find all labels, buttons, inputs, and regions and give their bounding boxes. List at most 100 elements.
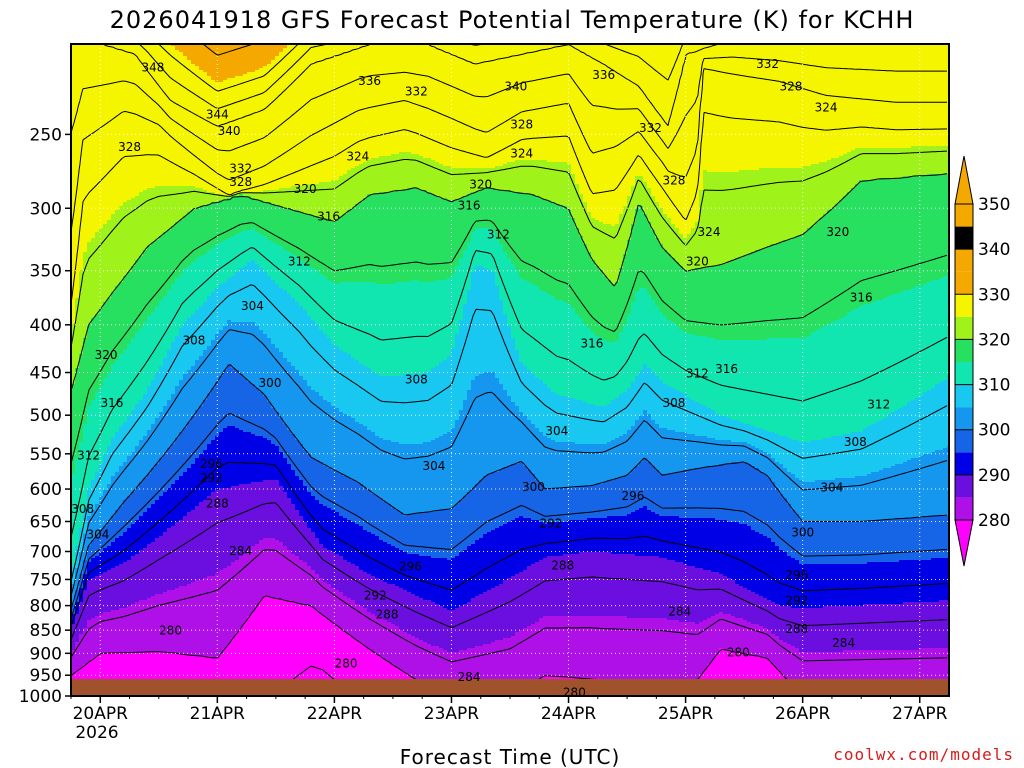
contour-label-2: 340 [218, 124, 241, 138]
colorbar-label-300: 300 [978, 421, 1010, 441]
colorbar-label-310: 310 [978, 376, 1010, 396]
contour-label-65: 280 [727, 645, 750, 659]
potential-temperature-field [71, 44, 949, 696]
contour-label-60: 284 [668, 605, 691, 619]
x-tick-label-2: 22APR [307, 704, 363, 724]
contour-label-13: 324 [346, 149, 369, 163]
colorbar-label-330: 330 [978, 285, 1010, 305]
y-tick-label-1000: 1000 [19, 687, 62, 707]
y-tick-label-250: 250 [30, 125, 62, 145]
contour-label-48: 296 [621, 489, 644, 503]
isentrope-304 [71, 329, 948, 597]
contour-label-53: 284 [229, 544, 252, 558]
contour-label-3: 336 [358, 74, 381, 88]
y-tick-label-650: 650 [30, 512, 62, 532]
contour-label-18: 320 [294, 182, 317, 196]
contour-label-43: 304 [422, 459, 445, 473]
contour-label-33: 308 [405, 373, 428, 387]
ground-surface [71, 679, 949, 696]
contour-label-23: 324 [698, 225, 721, 239]
y-tick-label-700: 700 [30, 543, 62, 563]
isentrope-308 [71, 284, 948, 582]
contour-label-58: 292 [785, 594, 808, 608]
colorbar-label-280: 280 [978, 511, 1010, 531]
contour-label-9: 324 [815, 101, 838, 115]
contour-label-15: 324 [510, 146, 533, 160]
contour-label-0: 348 [141, 61, 164, 75]
x-tick-label-1: 21APR [190, 704, 246, 724]
contour-label-7: 332 [756, 57, 779, 71]
x-year-label: 2026 [75, 723, 118, 743]
colorbar-swatch [955, 226, 973, 250]
contour-label-61: 288 [785, 622, 808, 636]
contour-label-47: 288 [206, 497, 229, 511]
contour-label-66: 284 [458, 670, 481, 684]
colorbar-label-340: 340 [978, 240, 1010, 260]
contour-label-42: 296 [200, 457, 223, 471]
isentrope-288 [71, 502, 948, 640]
contour-label-55: 288 [551, 559, 574, 573]
y-tick-label-400: 400 [30, 316, 62, 336]
credit-text: coolwx.com/models [833, 745, 1014, 764]
colorbar-swatch [955, 407, 973, 430]
x-tick-label-4: 24APR [541, 704, 597, 724]
contour-label-22: 312 [487, 227, 510, 241]
contour-label-40: 312 [77, 448, 100, 462]
isentrope-332 [71, 68, 947, 233]
contour-label-56: 296 [785, 568, 808, 582]
colorbar: 280 290 300 310 320 330 340 350 [954, 155, 1010, 567]
x-tick-label-5: 25APR [658, 704, 714, 724]
x-tick-label-6: 26APR [775, 704, 831, 724]
x-axis-title: Forecast Time (UTC) [400, 745, 621, 768]
contour-label-11: 332 [229, 162, 252, 176]
chart-title: 2026041918 GFS Forecast Potential Temper… [110, 6, 915, 34]
pressure-axis: 250 300 350 400 450 500 550 600 650 700 750 800 850 9… [19, 125, 71, 707]
contour-label-4: 332 [405, 85, 428, 99]
contour-label-25: 320 [826, 225, 849, 239]
colorbar-swatch [955, 249, 973, 272]
contour-label-67: 280 [563, 685, 586, 699]
contour-label-17: 328 [662, 173, 685, 187]
colorbar-swatch [955, 474, 973, 498]
time-axis: 20APR 21APR 22APR 23APR 24APR 25APR 26APR 27APR [70, 696, 948, 724]
gridlines [71, 44, 949, 696]
colorbar-swatch [955, 316, 973, 340]
contour-label-10: 328 [118, 140, 141, 154]
contour-label-12: 328 [229, 175, 252, 189]
contour-label-19: 320 [469, 178, 492, 192]
isentrope-336 [71, 56, 947, 152]
colorbar-label-290: 290 [978, 466, 1010, 486]
colorbar-swatch [955, 204, 973, 227]
contour-label-27: 304 [241, 299, 264, 313]
y-tick-label-450: 450 [30, 364, 62, 384]
colorbar-top-extension [954, 155, 974, 205]
contour-label-31: 316 [580, 337, 603, 351]
contour-label-59: 288 [376, 608, 399, 622]
y-tick-label-550: 550 [30, 445, 62, 465]
contour-label-14: 328 [510, 118, 533, 132]
contour-label-44: 292 [200, 471, 223, 485]
isentrope-324 [71, 150, 948, 348]
contour-label-39: 304 [545, 424, 568, 438]
contour-label-1: 344 [206, 107, 229, 121]
isentrope-328 [71, 111, 948, 304]
y-tick-label-900: 900 [30, 644, 62, 664]
y-tick-label-500: 500 [30, 406, 62, 426]
contour-label-51: 300 [791, 526, 814, 540]
colorbar-bottom-extension [954, 519, 974, 567]
contour-label-37: 308 [662, 396, 685, 410]
isentrope-316 [71, 219, 948, 464]
contour-label-30: 320 [95, 348, 118, 362]
isentrope-312 [71, 247, 948, 538]
isentrope-296 [71, 412, 948, 619]
contour-label-34: 312 [686, 366, 709, 380]
x-tick-label-0: 20APR [73, 704, 129, 724]
y-tick-label-600: 600 [30, 480, 62, 500]
colorbar-swatch [955, 271, 973, 295]
isentrope-320 [71, 173, 948, 391]
colorbar-swatch [955, 384, 973, 408]
contour-label-38: 312 [867, 398, 890, 412]
colorbar-swatch [955, 452, 973, 475]
